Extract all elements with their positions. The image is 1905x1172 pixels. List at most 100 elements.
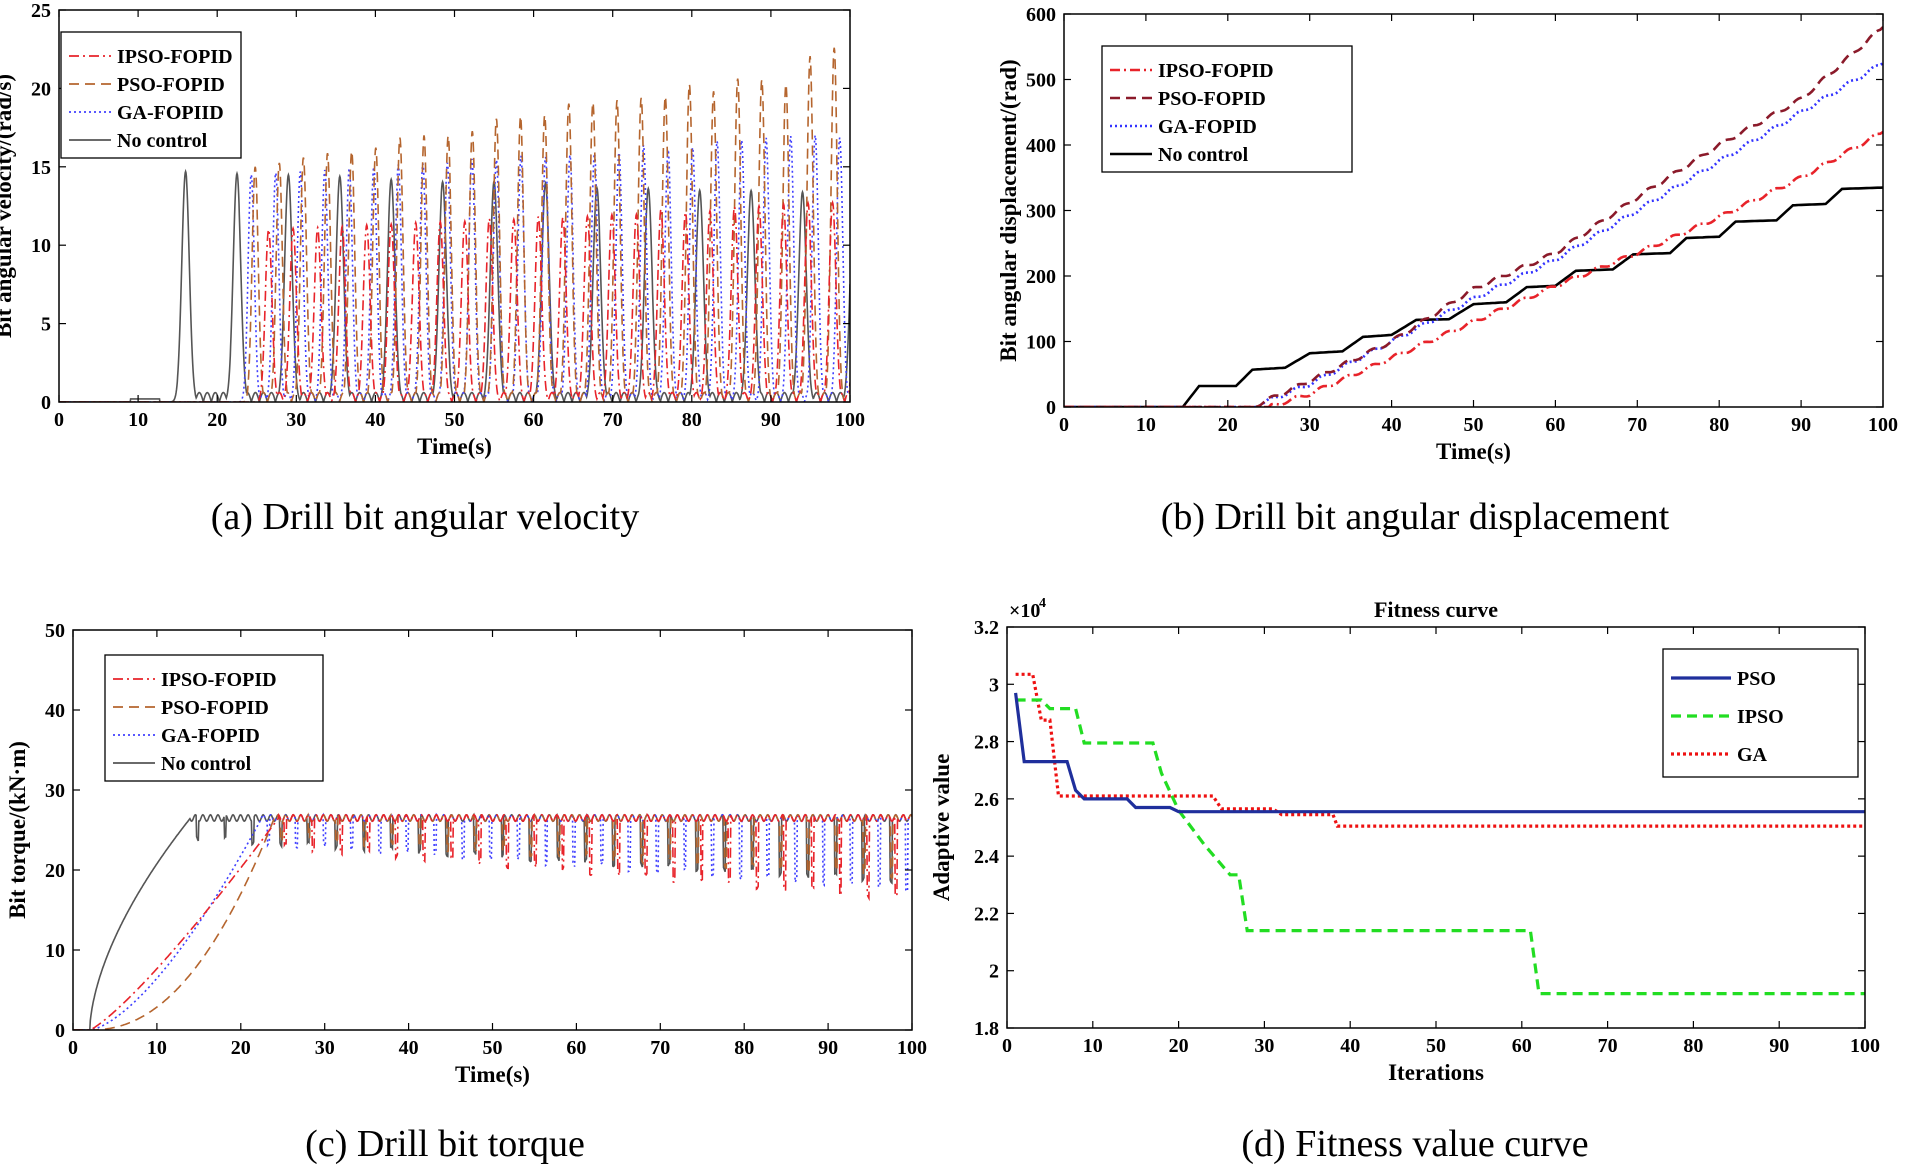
x-tick-label: 10 xyxy=(1083,1035,1103,1057)
legend-label: No control xyxy=(161,753,252,775)
y-tick-label: 2.6 xyxy=(974,789,999,811)
series-group xyxy=(1064,26,1883,407)
series-group xyxy=(59,47,850,402)
y-tick-label: 2.8 xyxy=(974,732,999,754)
x-tick-label: 0 xyxy=(68,1037,78,1059)
y-tick-label: 2 xyxy=(989,961,999,983)
legend: IPSO-FOPID PSO-FOPID GA-FOPID No control xyxy=(104,654,324,782)
x-tick-label: 70 xyxy=(1598,1035,1618,1057)
x-axis-label: Time(s) xyxy=(417,434,492,459)
legend-label: GA xyxy=(1737,744,1768,766)
y-axis-label: Bit angular displacement/(rad) xyxy=(996,59,1021,361)
x-tick-label: 30 xyxy=(1300,414,1320,436)
x-tick-label: 10 xyxy=(1136,414,1156,436)
legend-label: No control xyxy=(117,130,208,152)
legend-label: PSO-FOPID xyxy=(161,697,269,719)
series-line-ipso-fopid xyxy=(73,812,912,1030)
x-tick-label: 40 xyxy=(365,409,385,431)
x-tick-label: 50 xyxy=(1464,414,1484,436)
legend: IPSO-FOPID PSO-FOPID GA-FOPID No control xyxy=(1101,45,1353,173)
x-tick-label: 60 xyxy=(566,1037,586,1059)
series-line-no-control xyxy=(1064,186,1883,407)
x-tick-label: 90 xyxy=(1791,414,1811,436)
y-tick-label: 600 xyxy=(1026,4,1056,26)
x-tick-label: 30 xyxy=(315,1037,335,1059)
legend-label: No control xyxy=(1158,144,1249,166)
x-tick-label: 100 xyxy=(1850,1035,1880,1057)
axis-scale-label: ×10 xyxy=(1009,600,1040,622)
chart-d: 0 10 20 30 40 50 60 70 80 90 100 1.8 2 2.2 2.4 2.6 2.8 3 3… xyxy=(929,596,1880,1085)
x-tick-label: 60 xyxy=(1512,1035,1532,1057)
x-tick-label: 40 xyxy=(1340,1035,1360,1057)
legend-label: PSO xyxy=(1737,668,1776,690)
series-line-pso xyxy=(1014,692,1865,814)
series-line-ipso-fopid xyxy=(1064,130,1883,407)
legend-label: IPSO xyxy=(1737,706,1784,728)
x-tick-label: 30 xyxy=(286,409,306,431)
x-tick-label: 90 xyxy=(1769,1035,1789,1057)
x-tick-label: 70 xyxy=(1627,414,1647,436)
y-tick-label: 5 xyxy=(41,314,51,336)
x-axis-label: Iterations xyxy=(1388,1060,1484,1085)
y-tick-label: 25 xyxy=(31,0,51,22)
y-tick-label: 0 xyxy=(41,392,51,414)
legend-label: IPSO-FOPID xyxy=(1158,60,1274,82)
y-axis-label: Adaptive value xyxy=(929,754,954,902)
x-tick-label: 20 xyxy=(207,409,227,431)
y-tick-label: 15 xyxy=(31,157,51,179)
x-tick-label: 80 xyxy=(734,1037,754,1059)
y-tick-label: 3 xyxy=(989,674,999,696)
x-tick-label: 10 xyxy=(128,409,148,431)
legend-label: PSO-FOPID xyxy=(1158,88,1266,110)
series-group xyxy=(73,812,912,1030)
y-tick-label: 20 xyxy=(45,860,65,882)
chart-c: 0 10 20 30 40 50 60 70 80 90 100 0 10 20 30 40 50 Time(s)… xyxy=(5,620,927,1087)
x-tick-label: 100 xyxy=(897,1037,927,1059)
y-tick-label: 3.2 xyxy=(974,617,999,639)
caption-a: (a) Drill bit angular velocity xyxy=(210,496,640,538)
legend: IPSO-FOPID PSO-FOPID GA-FOPIID No control xyxy=(60,31,242,159)
legend-box xyxy=(60,31,242,159)
x-tick-label: 40 xyxy=(399,1037,419,1059)
legend: PSO IPSO GA xyxy=(1662,648,1859,778)
y-tick-label: 400 xyxy=(1026,135,1056,157)
x-tick-label: 0 xyxy=(54,409,64,431)
y-tick-label: 10 xyxy=(31,235,51,257)
x-tick-label: 50 xyxy=(483,1037,503,1059)
series-line-ga xyxy=(1015,672,1865,828)
chart-a: 0 10 20 30 40 50 60 70 80 90 100 0 5 10 15 20 25 Time(s) B… xyxy=(0,0,865,459)
legend-box xyxy=(1662,648,1859,778)
legend-label: GA-FOPIID xyxy=(117,102,224,124)
x-tick-label: 0 xyxy=(1002,1035,1012,1057)
y-tick-label: 10 xyxy=(45,940,65,962)
legend-label: GA-FOPID xyxy=(161,725,260,747)
legend-box xyxy=(1101,45,1353,173)
y-tick-label: 2.4 xyxy=(974,846,999,868)
caption-b: (b) Drill bit angular displacement xyxy=(1160,496,1670,538)
x-tick-label: 100 xyxy=(1868,414,1898,436)
x-tick-label: 20 xyxy=(1169,1035,1189,1057)
x-tick-label: 20 xyxy=(1218,414,1238,436)
x-tick-label: 10 xyxy=(147,1037,167,1059)
x-tick-label: 80 xyxy=(1683,1035,1703,1057)
x-tick-label: 60 xyxy=(524,409,544,431)
y-axis-label: Bit angular velocity/(rad/s) xyxy=(0,74,16,338)
series-line-pso-fopid xyxy=(59,47,850,402)
y-axis-label: Bit torque/(kN·m) xyxy=(5,741,30,919)
legend-label: IPSO-FOPID xyxy=(117,46,233,68)
axis-scale-exponent: 4 xyxy=(1039,596,1046,611)
y-tick-label: 500 xyxy=(1026,70,1056,92)
x-tick-label: 100 xyxy=(835,409,865,431)
x-tick-label: 70 xyxy=(650,1037,670,1059)
y-tick-label: 50 xyxy=(45,620,65,642)
series-line-ga-fopiid xyxy=(59,135,850,402)
x-tick-label: 80 xyxy=(682,409,702,431)
x-tick-label: 50 xyxy=(445,409,465,431)
x-tick-label: 80 xyxy=(1709,414,1729,436)
legend-label: PSO-FOPID xyxy=(117,74,225,96)
y-tick-label: 300 xyxy=(1026,201,1056,223)
series-line-ipso-fopid xyxy=(59,199,850,402)
caption-d: (d) Fitness value curve xyxy=(1241,1123,1589,1165)
x-tick-label: 90 xyxy=(761,409,781,431)
